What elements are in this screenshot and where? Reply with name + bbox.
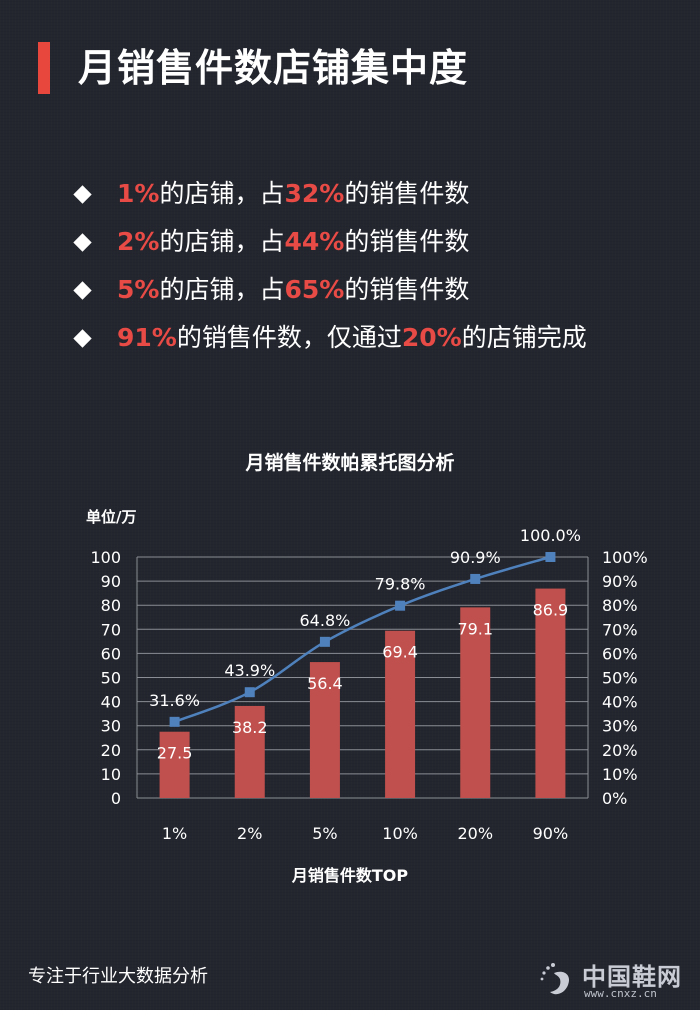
bar-data-label: 69.4 [382, 643, 418, 662]
highlight-value: 1% [117, 179, 160, 208]
line-point [545, 552, 556, 562]
line-point [470, 573, 481, 584]
bar [159, 731, 190, 798]
brand-logo: 中国鞋网 www.cnxz.cn [538, 955, 698, 1007]
bullet-text: 的销售件数，仅通过 [176, 323, 402, 352]
y2-tick-label: 70% [602, 620, 638, 639]
bullet-text: 的销售件数 [344, 275, 470, 304]
y-tick-label: 40 [101, 693, 121, 712]
bullet-text: 的销售件数 [344, 227, 470, 256]
y-tick-label: 100 [90, 548, 121, 567]
bar-data-label: 27.5 [157, 744, 193, 763]
bar-data-label: 38.2 [232, 718, 268, 737]
bullet-item: 1% 的店铺，占 32% 的销售件数 [70, 170, 587, 218]
highlight-value: 32% [284, 179, 345, 208]
highlight-value: 91% [117, 323, 177, 352]
highlight-value: 20% [401, 323, 462, 352]
bullet-list: 1% 的店铺，占 32% 的销售件数 2% 的店铺，占 44% 的销售件数 5% 的店铺，占 6… [70, 170, 587, 362]
bar [535, 588, 566, 798]
y2-tick-label: 20% [602, 741, 638, 760]
cumulative-line [174, 555, 551, 724]
y2-tick-label: 40% [602, 693, 638, 712]
line-data-label: 31.6% [149, 691, 200, 710]
y2-tick-label: 0% [602, 789, 627, 808]
bullet-text: 的店铺，占 [159, 275, 285, 304]
bullet-item: 5% 的店铺，占 65% 的销售件数 [70, 266, 587, 314]
bar-data-label: 79.1 [457, 619, 493, 638]
y-tick-label: 50 [101, 669, 121, 688]
highlight-value: 65% [284, 275, 345, 304]
y2-tick-label: 90% [602, 572, 638, 591]
x-tick-label: 20% [457, 824, 493, 843]
line-point [244, 687, 255, 698]
line-data-label: 79.8% [375, 575, 426, 594]
y-axis-unit-label: 单位/万 [86, 508, 137, 526]
bar-data-label: 86.9 [533, 601, 569, 620]
y-tick-label: 90 [101, 572, 121, 591]
y-tick-label: 30 [101, 717, 121, 736]
y2-tick-label: 30% [602, 717, 638, 736]
y-tick-label: 70 [101, 620, 121, 639]
y2-tick-label: 80% [602, 596, 638, 615]
y-tick-label: 60 [101, 644, 121, 663]
y2-tick-label: 10% [602, 765, 638, 784]
line-point [395, 600, 406, 611]
bullet-text: 的店铺完成 [461, 323, 587, 352]
y-tick-label: 10 [101, 765, 121, 784]
line-data-label: 90.9% [450, 548, 501, 567]
line-point [169, 716, 180, 727]
y2-tick-label: 50% [602, 669, 638, 688]
bullet-item: 2% 的店铺，占 44% 的销售件数 [70, 218, 587, 266]
x-tick-label: 5% [312, 824, 337, 843]
y-tick-label: 0 [111, 789, 121, 808]
highlight-value: 2% [117, 227, 160, 256]
y2-tick-label: 100% [602, 548, 648, 567]
bar [460, 607, 491, 798]
x-tick-label: 90% [533, 824, 569, 843]
y-tick-label: 20 [101, 741, 121, 760]
logo-url: www.cnxz.cn [584, 987, 657, 1000]
line-data-label: 64.8% [300, 611, 351, 630]
logo-text: 中国鞋网 [582, 963, 682, 991]
x-tick-label: 2% [237, 824, 262, 843]
highlight-value: 5% [117, 275, 160, 304]
bar [309, 662, 340, 798]
title-accent-bar [38, 42, 50, 94]
y2-tick-label: 60% [602, 644, 638, 663]
bullet-item: 91% 的销售件数，仅通过 20% 的店铺完成 [70, 314, 587, 362]
bar [385, 630, 416, 798]
x-tick-label: 10% [382, 824, 418, 843]
bullet-text: 的店铺，占 [159, 179, 285, 208]
line-data-label: 100.0% [520, 526, 581, 545]
footer-tagline: 专注于行业大数据分析 [28, 966, 208, 987]
page-title: 月销售件数店铺集中度 [78, 46, 469, 90]
highlight-value: 44% [284, 227, 345, 256]
bullet-text: 的销售件数 [344, 179, 470, 208]
bullet-text: 的店铺，占 [159, 227, 285, 256]
line-data-label: 43.9% [224, 661, 275, 680]
shoe-logo-icon [540, 963, 570, 995]
line-point [319, 636, 330, 647]
bar-data-label: 56.4 [307, 674, 343, 693]
chart-title: 月销售件数帕累托图分析 [245, 452, 455, 474]
x-axis-title: 月销售件数TOP [291, 866, 409, 885]
x-tick-label: 1% [162, 824, 187, 843]
bar [234, 705, 265, 798]
y-tick-label: 80 [101, 596, 121, 615]
